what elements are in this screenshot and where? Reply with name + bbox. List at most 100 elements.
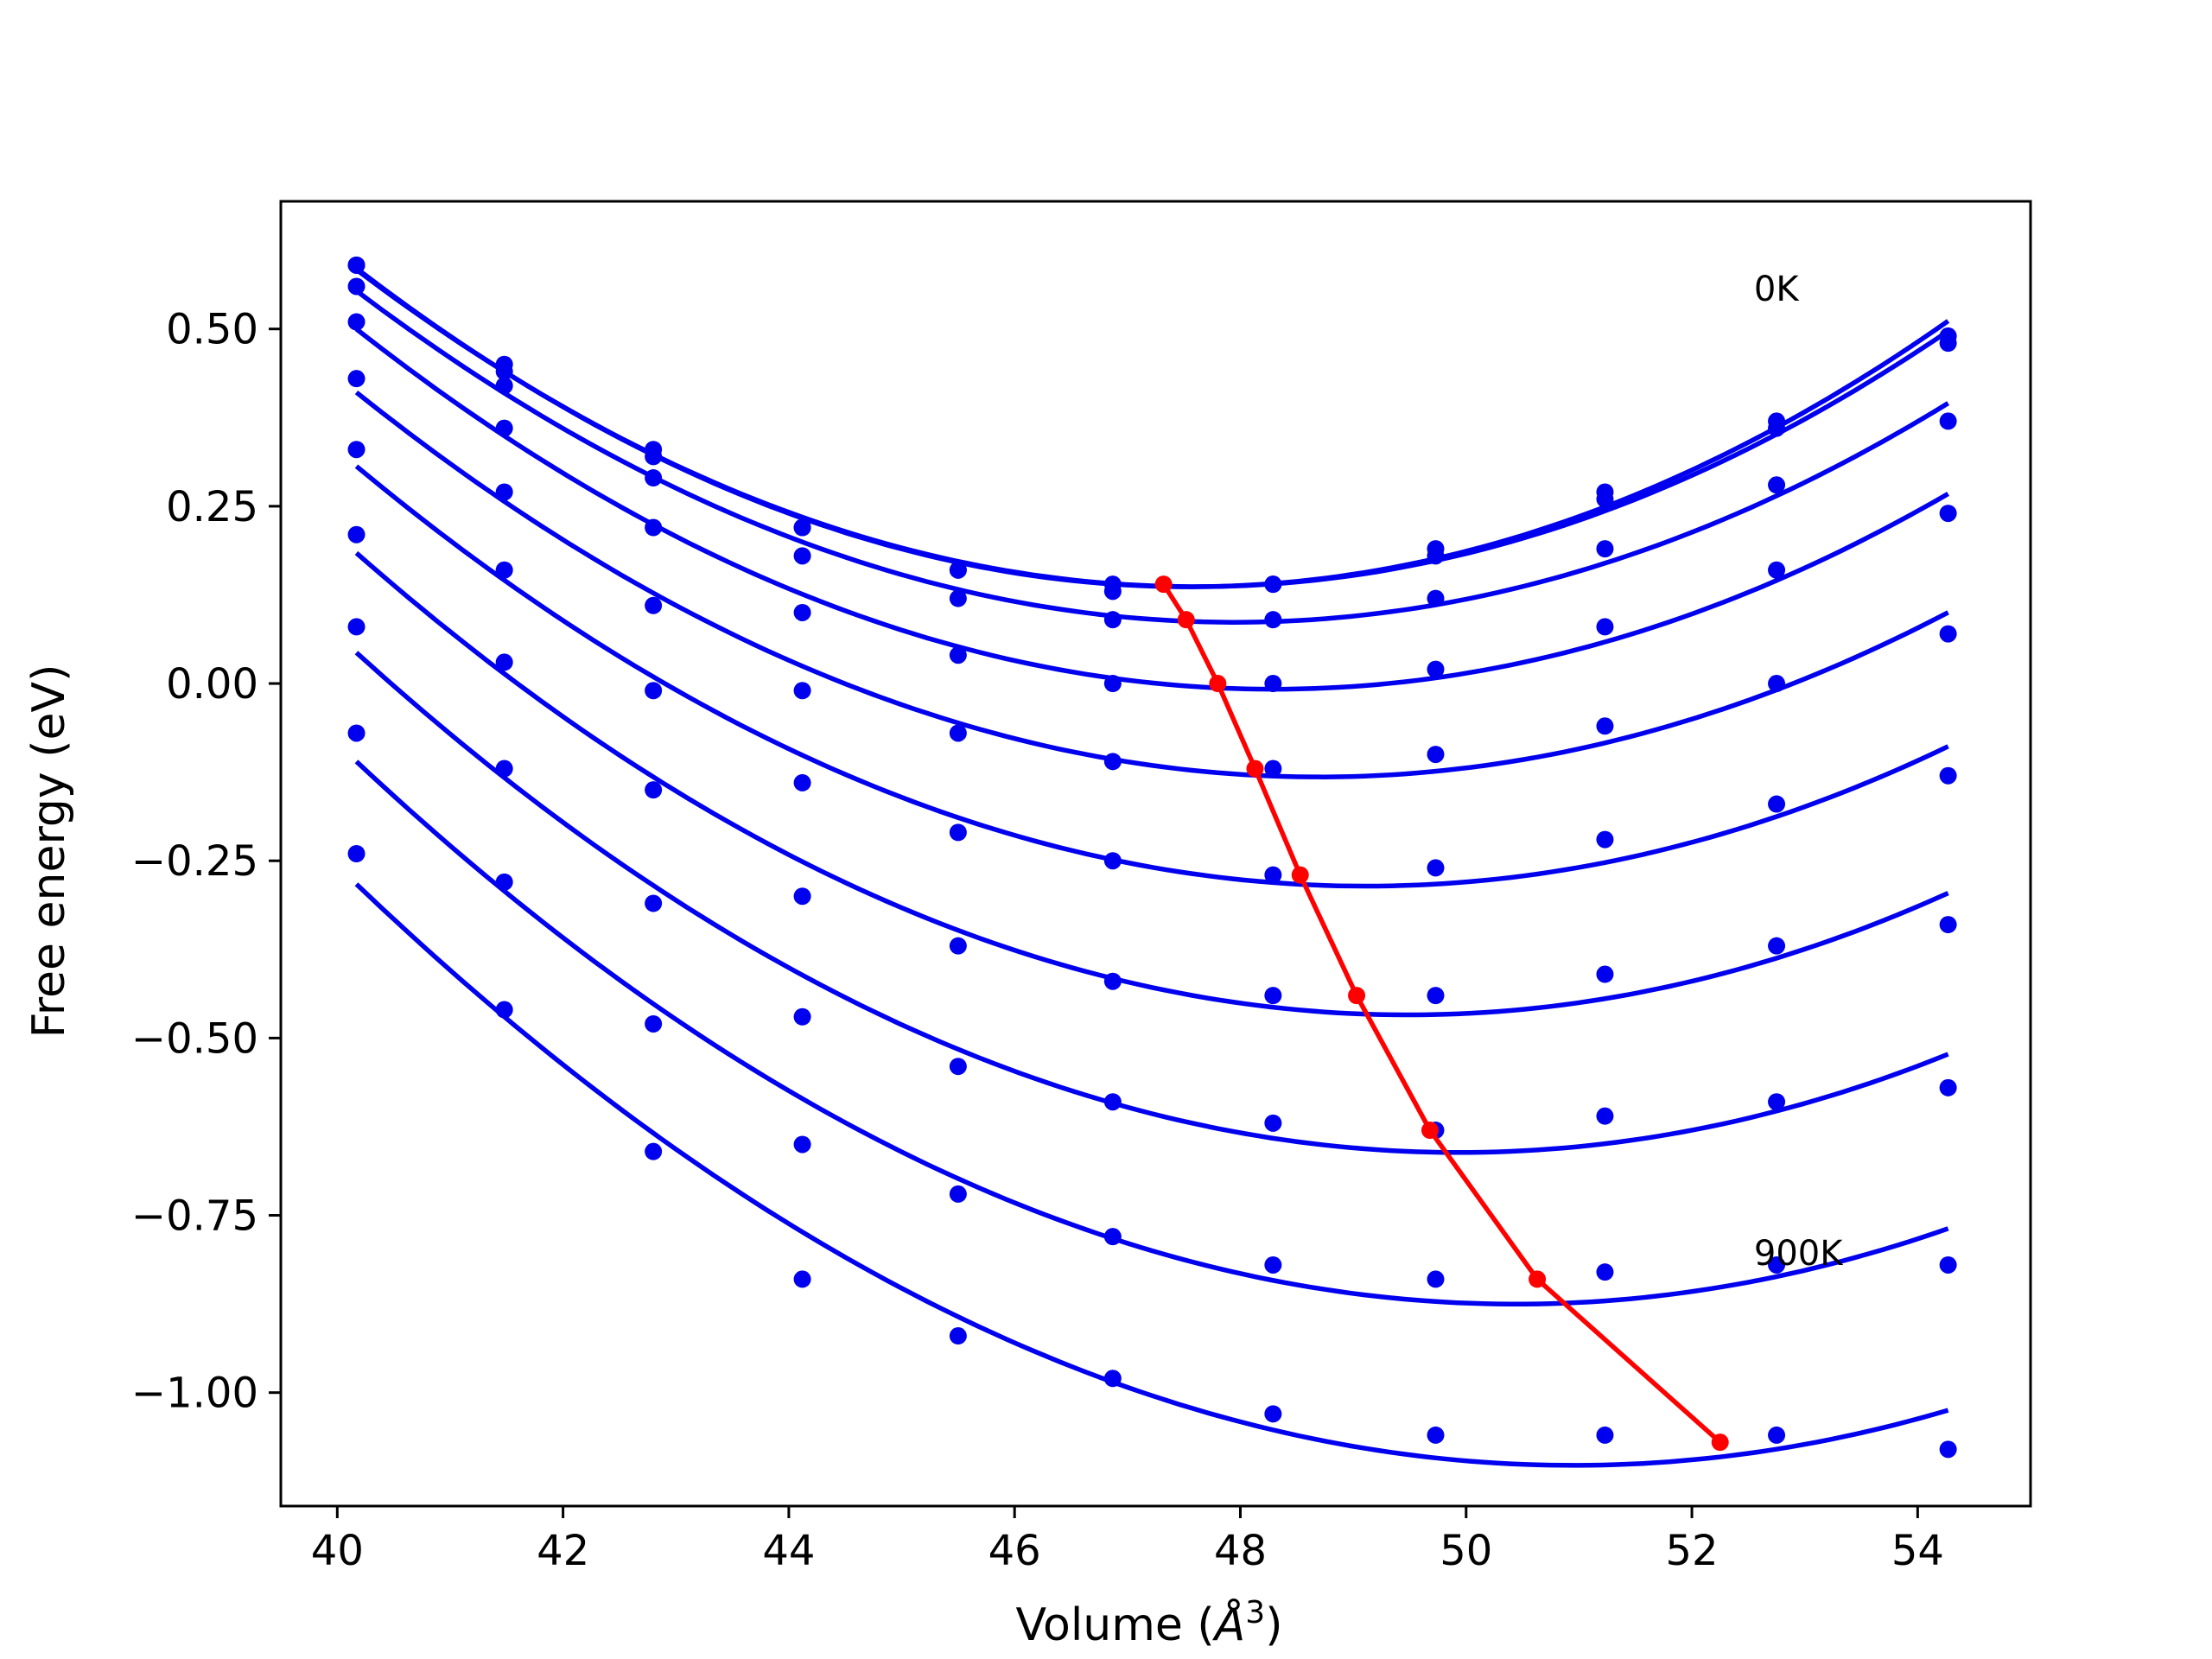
data-point	[347, 370, 365, 388]
data-point	[495, 419, 513, 437]
fit-curve-4	[354, 390, 1949, 779]
y-tick-label: 0.25	[166, 483, 258, 531]
y-tick-label: 0.00	[166, 660, 258, 709]
data-point	[495, 483, 513, 501]
data-point	[495, 873, 513, 891]
data-point	[1427, 987, 1445, 1005]
data-point	[1596, 830, 1614, 849]
data-point	[1596, 1426, 1614, 1444]
data-point	[1939, 412, 1957, 430]
data-point	[1768, 561, 1786, 579]
minima-point	[1246, 760, 1264, 778]
data-point	[1427, 1426, 1445, 1444]
data-point	[495, 760, 513, 778]
data-point	[1427, 1270, 1445, 1288]
data-point	[949, 937, 967, 955]
data-point	[1103, 753, 1122, 771]
data-point	[1768, 476, 1786, 494]
data-point	[1596, 1263, 1614, 1281]
data-point	[793, 887, 811, 906]
minima-point	[1529, 1270, 1547, 1288]
fit-curve-0	[354, 266, 1950, 589]
data-point	[793, 547, 811, 565]
minima-point	[1154, 575, 1173, 594]
data-point	[1264, 866, 1282, 884]
data-point	[1264, 1114, 1282, 1132]
data-point	[949, 1058, 967, 1076]
x-tick-label: 44	[762, 1527, 815, 1575]
fit-curve-3	[354, 327, 1949, 692]
data-point	[1103, 611, 1122, 629]
data-point	[347, 525, 365, 543]
data-point	[949, 561, 967, 579]
data-point	[793, 773, 811, 791]
x-tick-label: 52	[1666, 1527, 1719, 1575]
data-point	[1427, 746, 1445, 764]
data-point	[1264, 1405, 1282, 1423]
data-point	[1768, 675, 1786, 693]
fit-curve-6	[354, 550, 1949, 1018]
data-point	[645, 894, 663, 912]
data-point	[1103, 575, 1122, 594]
data-point	[793, 1270, 811, 1288]
data-point	[949, 1185, 967, 1203]
y-tick-label: −0.25	[131, 837, 258, 886]
data-point	[645, 1142, 663, 1160]
data-point	[347, 845, 365, 862]
annotation-label: 0K	[1754, 270, 1800, 309]
data-point	[1264, 611, 1282, 629]
data-point	[1768, 937, 1786, 955]
data-point	[1427, 589, 1445, 607]
x-tick-label: 40	[311, 1527, 364, 1575]
data-point	[1264, 575, 1282, 594]
data-point	[645, 1014, 663, 1033]
data-point	[1427, 660, 1445, 678]
minima-point	[1209, 675, 1227, 693]
data-point	[1264, 760, 1282, 778]
data-point	[1768, 419, 1786, 437]
x-axis: 40 42 44 46 48 50 52 54	[311, 1506, 1944, 1575]
x-axis-title-unit: Å	[1212, 1598, 1246, 1651]
minima-point	[1421, 1122, 1439, 1140]
data-point	[793, 518, 811, 537]
fit-curve-9	[354, 882, 1949, 1468]
data-point	[1264, 987, 1282, 1005]
minima-point	[1348, 987, 1366, 1005]
x-tick-label: 54	[1891, 1527, 1944, 1575]
data-point	[1939, 766, 1957, 785]
data-point	[645, 682, 663, 700]
data-point	[1939, 1255, 1957, 1274]
data-point	[1596, 618, 1614, 636]
data-point	[1939, 505, 1957, 523]
data-point	[347, 618, 365, 636]
x-axis-title-main: Volume (	[1016, 1599, 1215, 1651]
x-tick-label: 48	[1214, 1527, 1267, 1575]
fit-curve-5	[354, 464, 1949, 889]
y-tick-label: −0.75	[131, 1192, 258, 1241]
data-point	[1939, 1440, 1957, 1459]
data-point	[1768, 795, 1786, 813]
y-tick-label: 0.50	[166, 306, 258, 354]
data-point	[1939, 1078, 1957, 1096]
data-point	[1596, 490, 1614, 508]
data-point	[793, 1135, 811, 1154]
data-point	[347, 277, 365, 296]
minima-point	[1711, 1433, 1729, 1452]
annotations: 0K 900K	[1754, 270, 1844, 1274]
x-axis-title-close: )	[1265, 1599, 1282, 1651]
y-axis-title: Free energy (eV)	[23, 664, 75, 1039]
data-point	[1596, 1107, 1614, 1125]
data-point	[495, 362, 513, 380]
x-tick-label: 46	[988, 1527, 1041, 1575]
fit-curve-8	[354, 760, 1949, 1307]
plot-frame	[279, 200, 2032, 1508]
x-tick-label: 50	[1440, 1527, 1492, 1575]
data-point	[949, 646, 967, 664]
data-point	[495, 561, 513, 579]
data-point	[1596, 540, 1614, 558]
data-point	[645, 469, 663, 487]
minima-line	[1154, 575, 1729, 1452]
data-points	[347, 256, 1957, 1459]
data-point	[1264, 675, 1282, 693]
